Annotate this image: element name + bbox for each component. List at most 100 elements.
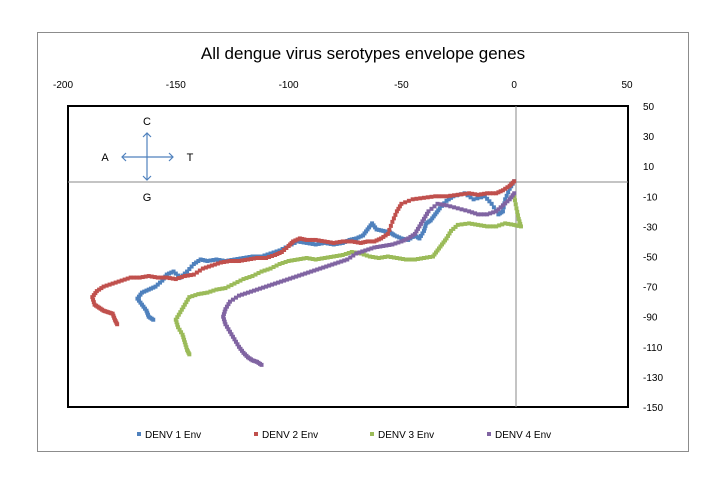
- data-point: [176, 276, 181, 281]
- data-point: [136, 294, 141, 299]
- data-point: [322, 256, 327, 261]
- data-point: [211, 258, 216, 263]
- data-point: [488, 191, 493, 196]
- data-point: [406, 198, 411, 203]
- data-point: [361, 240, 366, 245]
- data-point: [235, 257, 240, 262]
- legend-item: DENV 1 Env: [137, 430, 201, 441]
- data-point: [230, 334, 235, 339]
- data-point: [119, 278, 124, 283]
- data-point: [482, 191, 487, 196]
- data-point: [371, 223, 376, 228]
- direction-label-up: C: [143, 116, 151, 128]
- data-point: [409, 257, 414, 262]
- data-point: [261, 256, 266, 261]
- data-point: [393, 241, 398, 246]
- data-point: [233, 259, 238, 264]
- data-point: [250, 274, 255, 279]
- y-tick-label: 30: [643, 132, 655, 143]
- legend-marker: [370, 432, 374, 436]
- plot-area: [67, 105, 629, 408]
- data-point: [505, 199, 510, 204]
- data-point: [328, 240, 333, 245]
- data-point: [277, 262, 282, 267]
- data-point: [313, 237, 318, 242]
- data-point: [372, 245, 377, 250]
- data-point: [342, 258, 347, 263]
- data-point: [319, 241, 324, 246]
- data-point: [435, 201, 440, 206]
- data-point: [295, 239, 300, 244]
- data-point: [190, 294, 195, 299]
- direction-label-down: G: [143, 192, 152, 204]
- data-point: [506, 221, 511, 226]
- data-point: [187, 352, 192, 357]
- series-4: [221, 191, 517, 367]
- legend-marker: [254, 432, 258, 436]
- data-point: [441, 202, 446, 207]
- data-point: [424, 211, 429, 216]
- data-point: [241, 256, 246, 261]
- data-point: [277, 250, 282, 255]
- data-point: [271, 250, 276, 255]
- data-point: [357, 250, 362, 255]
- data-point: [515, 209, 520, 214]
- data-point: [161, 275, 166, 280]
- data-point: [91, 293, 96, 298]
- data-point: [467, 191, 472, 196]
- data-point: [110, 311, 115, 316]
- data-point: [285, 277, 290, 282]
- data-point: [318, 266, 323, 271]
- data-point: [239, 348, 244, 353]
- data-point: [178, 310, 183, 315]
- data-point: [397, 235, 402, 240]
- data-point: [479, 212, 484, 217]
- arrow-up-icon: [142, 132, 152, 138]
- data-point: [233, 295, 238, 300]
- data-point: [400, 257, 405, 262]
- data-point: [429, 206, 434, 211]
- data-point: [414, 229, 419, 234]
- data-point: [394, 234, 399, 239]
- legend-label: DENV 1 Env: [145, 430, 201, 441]
- data-point: [345, 257, 350, 262]
- data-point: [378, 244, 383, 249]
- data-point: [494, 191, 499, 196]
- data-point: [180, 332, 185, 337]
- data-point: [482, 223, 487, 228]
- data-point: [181, 305, 186, 310]
- data-point: [467, 221, 472, 226]
- data-point: [470, 221, 475, 226]
- data-point: [313, 257, 318, 262]
- data-point: [145, 310, 150, 315]
- data-point: [420, 231, 425, 236]
- data-point: [179, 275, 184, 280]
- data-point: [463, 221, 468, 226]
- data-point: [362, 231, 367, 236]
- data-point: [423, 214, 428, 219]
- data-point: [187, 267, 192, 272]
- data-point: [473, 211, 478, 216]
- data-point: [212, 262, 217, 267]
- data-point: [433, 250, 438, 255]
- data-point: [449, 228, 454, 233]
- data-point: [297, 236, 302, 241]
- data-point: [485, 191, 490, 196]
- data-point: [431, 214, 436, 219]
- data-point: [337, 253, 342, 258]
- data-point: [215, 261, 220, 266]
- data-point: [432, 252, 437, 257]
- data-point: [223, 307, 228, 312]
- data-point: [473, 192, 478, 197]
- data-point: [476, 212, 481, 217]
- data-point: [476, 222, 481, 227]
- data-point: [110, 281, 115, 286]
- data-point: [516, 223, 521, 228]
- data-point: [427, 255, 432, 260]
- data-point: [236, 293, 241, 298]
- data-point: [432, 204, 437, 209]
- data-point: [399, 236, 404, 241]
- data-point: [498, 205, 503, 210]
- data-point: [382, 255, 387, 260]
- data-point: [415, 226, 420, 231]
